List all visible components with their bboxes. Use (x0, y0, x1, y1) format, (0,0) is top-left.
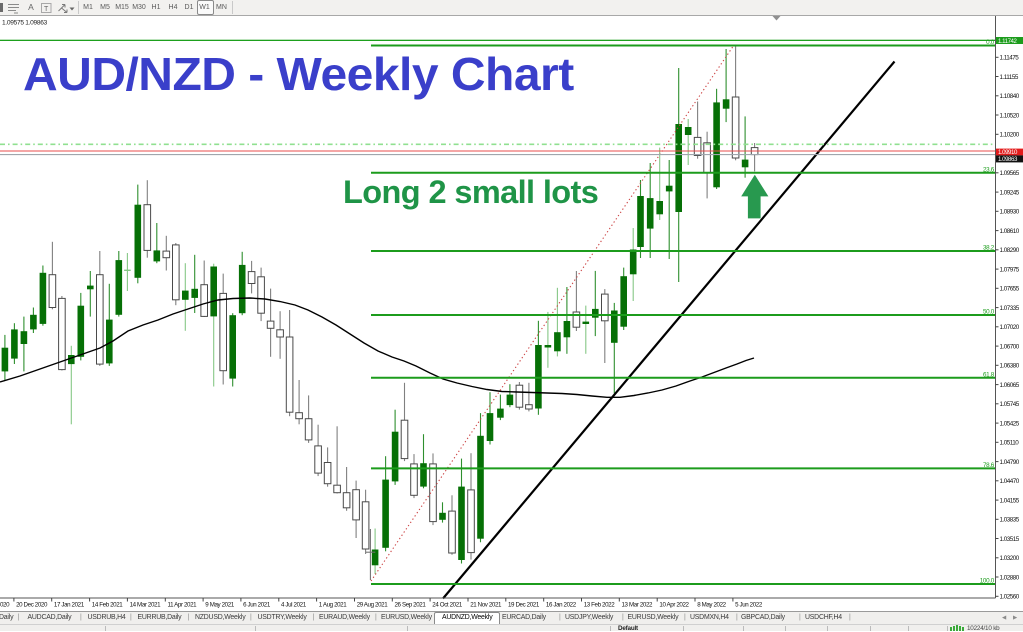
svg-text:13 Mar 2022: 13 Mar 2022 (622, 602, 654, 609)
svg-text:11 Apr 2021: 11 Apr 2021 (168, 602, 198, 609)
svg-text:1.06065: 1.06065 (1000, 382, 1020, 389)
svg-text:19 Dec 2021: 19 Dec 2021 (508, 602, 540, 609)
svg-text:1.11155: 1.11155 (1000, 74, 1019, 81)
svg-text:8 May 2022: 8 May 2022 (697, 602, 726, 609)
svg-text:1.04470: 1.04470 (1000, 478, 1020, 485)
svg-text:1.02560: 1.02560 (1000, 594, 1020, 601)
svg-text:14 Feb 2021: 14 Feb 2021 (92, 602, 124, 609)
svg-text:78.6: 78.6 (983, 462, 995, 469)
svg-text:1.08930: 1.08930 (1000, 209, 1020, 216)
svg-text:6 Jun 2021: 6 Jun 2021 (243, 602, 271, 609)
svg-text:38.2: 38.2 (983, 245, 995, 252)
svg-text:20 Dec 2020: 20 Dec 2020 (16, 602, 48, 609)
svg-text:1.08290: 1.08290 (1000, 247, 1020, 254)
svg-text:T: T (44, 5, 49, 12)
svg-text:1.05110: 1.05110 (1000, 440, 1020, 447)
svg-text:1.09910: 1.09910 (998, 149, 1018, 156)
svg-text:10 Apr 2022: 10 Apr 2022 (659, 602, 689, 609)
svg-text:9 May 2021: 9 May 2021 (205, 602, 234, 609)
svg-text:5 Jun 2022: 5 Jun 2022 (735, 602, 763, 609)
svg-text:1.08610: 1.08610 (1000, 228, 1020, 235)
svg-text:1.10840: 1.10840 (1000, 93, 1020, 100)
svg-text:1.07655: 1.07655 (1000, 286, 1020, 293)
svg-text:1.09863: 1.09863 (998, 156, 1018, 163)
svg-text:24 Oct 2021: 24 Oct 2021 (432, 602, 462, 609)
svg-text:1.06700: 1.06700 (1000, 343, 1020, 350)
svg-text:21 Nov 2021: 21 Nov 2021 (470, 602, 502, 609)
svg-text:1.09245: 1.09245 (1000, 190, 1020, 197)
svg-text:1.06380: 1.06380 (1000, 363, 1020, 370)
svg-text:0.0: 0.0 (986, 39, 995, 46)
svg-text:1.11742: 1.11742 (998, 38, 1017, 45)
svg-text:17 Jan 2021: 17 Jan 2021 (54, 602, 85, 609)
svg-text:1.09565: 1.09565 (1000, 170, 1020, 177)
svg-text:1.07975: 1.07975 (1000, 266, 1020, 273)
svg-text:14 Mar 2021: 14 Mar 2021 (130, 602, 162, 609)
svg-text:1.11475: 1.11475 (1000, 55, 1020, 62)
svg-text:61.8: 61.8 (983, 371, 995, 378)
svg-text:4 Jul 2021: 4 Jul 2021 (281, 602, 307, 609)
svg-text:13 Feb 2022: 13 Feb 2022 (584, 602, 616, 609)
svg-text:1.09575 1.09863: 1.09575 1.09863 (2, 20, 48, 27)
svg-text:23.6: 23.6 (983, 166, 995, 173)
svg-text:1.10200: 1.10200 (1000, 132, 1020, 139)
svg-text:29 Aug 2021: 29 Aug 2021 (357, 602, 389, 609)
svg-text:1.07020: 1.07020 (1000, 324, 1020, 331)
svg-text:1.02880: 1.02880 (1000, 574, 1020, 581)
svg-text:1.05745: 1.05745 (1000, 401, 1020, 408)
svg-text:020: 020 (0, 602, 10, 609)
svg-text:1.03200: 1.03200 (1000, 555, 1020, 562)
svg-text:16 Jan 2022: 16 Jan 2022 (546, 602, 577, 609)
svg-text:1 Aug 2021: 1 Aug 2021 (319, 602, 347, 609)
svg-text:1.03515: 1.03515 (1000, 536, 1020, 543)
svg-text:100.0: 100.0 (980, 578, 995, 585)
svg-text:50.0: 50.0 (983, 309, 995, 316)
svg-text:1.07335: 1.07335 (1000, 305, 1020, 312)
svg-text:1.10520: 1.10520 (1000, 113, 1020, 120)
svg-text:1.04155: 1.04155 (1000, 497, 1020, 504)
svg-text:1.04790: 1.04790 (1000, 459, 1020, 466)
svg-text:26 Sep 2021: 26 Sep 2021 (395, 602, 427, 609)
svg-text:1.03835: 1.03835 (1000, 517, 1020, 524)
svg-text:1.05425: 1.05425 (1000, 420, 1020, 427)
